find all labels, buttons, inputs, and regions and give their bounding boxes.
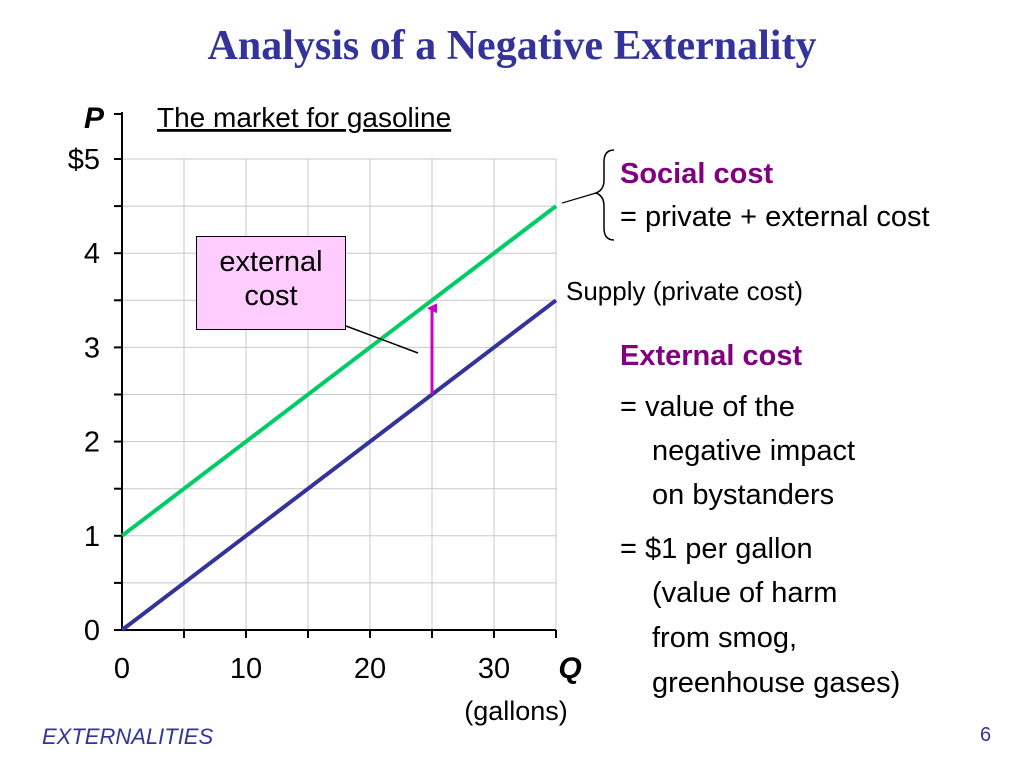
social-cost-definition: = private + external cost <box>620 201 930 233</box>
chart-axes: P Q (gallons) The market for gasoline <box>84 102 582 726</box>
x-axis-unit: (gallons) <box>464 696 568 726</box>
footer-label: EXTERNALITIES <box>42 724 214 749</box>
chart-ticks: 0 10 20 30 0 1 2 3 4 $5 <box>68 113 557 685</box>
page-title: Analysis of a Negative Externality <box>207 23 817 69</box>
social-cost-heading: Social cost <box>620 158 774 190</box>
series-line-social-cost <box>120 204 558 538</box>
y-tick-label: $5 <box>68 144 100 176</box>
chart-grid <box>122 158 557 630</box>
external-cost-def1-line3: on bystanders <box>652 479 835 511</box>
y-tick-label: 4 <box>84 238 100 270</box>
x-tick-label: 20 <box>354 653 386 685</box>
external-cost-def2-line3: from smog, <box>652 622 798 654</box>
y-tick-label: 0 <box>84 615 100 647</box>
callout-leader-line <box>345 325 419 354</box>
callout-line-2: cost <box>244 280 298 312</box>
social-cost-leader-line <box>561 192 597 204</box>
y-tick-label: 2 <box>84 427 100 459</box>
external-cost-def2-line2: (value of harm <box>652 577 838 609</box>
external-cost-def2-line1: = $1 per gallon <box>620 533 813 565</box>
y-axis-label: P <box>84 102 105 135</box>
chart-title: The market for gasoline <box>157 102 451 133</box>
page-number: 6 <box>980 724 992 746</box>
y-tick-label: 1 <box>84 521 100 553</box>
chart-annotations <box>345 149 615 395</box>
external-cost-def1-line2: negative impact <box>652 435 856 467</box>
x-axis-label: Q <box>558 652 581 685</box>
x-tick-label: 30 <box>478 653 510 685</box>
x-tick-label: 10 <box>230 653 262 685</box>
callout-line-1: external <box>219 246 323 278</box>
external-cost-heading: External cost <box>620 340 803 372</box>
x-tick-label: 0 <box>114 653 130 685</box>
chart-series <box>120 204 558 632</box>
external-cost-callout: external cost <box>196 236 346 330</box>
series-line-supply <box>120 298 558 632</box>
social-cost-brace <box>593 149 615 241</box>
y-tick-label: 3 <box>84 332 100 364</box>
supply-label: Supply (private cost) <box>566 276 803 306</box>
external-cost-def1-line1: = value of the <box>620 391 795 423</box>
external-cost-def2-line4: greenhouse gases) <box>652 667 901 699</box>
